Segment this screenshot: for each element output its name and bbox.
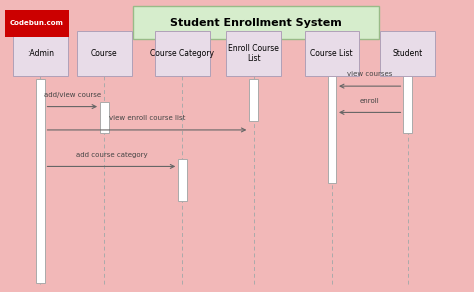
Bar: [403, 74, 412, 133]
Text: Student: Student: [392, 49, 423, 58]
Text: :Admin: :Admin: [27, 49, 54, 58]
Text: Course: Course: [91, 49, 118, 58]
Bar: [133, 6, 379, 39]
Text: Student Enrollment System: Student Enrollment System: [170, 18, 342, 28]
Bar: [380, 31, 435, 76]
Text: view enroll course list: view enroll course list: [109, 115, 185, 121]
Bar: [249, 79, 258, 121]
Text: Codebun.com: Codebun.com: [10, 20, 64, 26]
Bar: [155, 31, 210, 76]
Bar: [178, 159, 187, 201]
Bar: [328, 74, 336, 182]
Text: view courses: view courses: [347, 71, 392, 77]
Bar: [36, 79, 45, 283]
Bar: [227, 31, 281, 76]
Text: add course category: add course category: [75, 152, 147, 158]
Text: add/view course: add/view course: [44, 92, 101, 98]
Bar: [5, 10, 69, 36]
Text: Enroll Course
List: Enroll Course List: [228, 44, 279, 63]
Text: Course Category: Course Category: [150, 49, 215, 58]
Bar: [304, 31, 359, 76]
Text: Course List: Course List: [310, 49, 353, 58]
Bar: [100, 102, 109, 133]
Text: enroll: enroll: [360, 98, 380, 104]
Bar: [13, 31, 68, 76]
Bar: [77, 31, 132, 76]
